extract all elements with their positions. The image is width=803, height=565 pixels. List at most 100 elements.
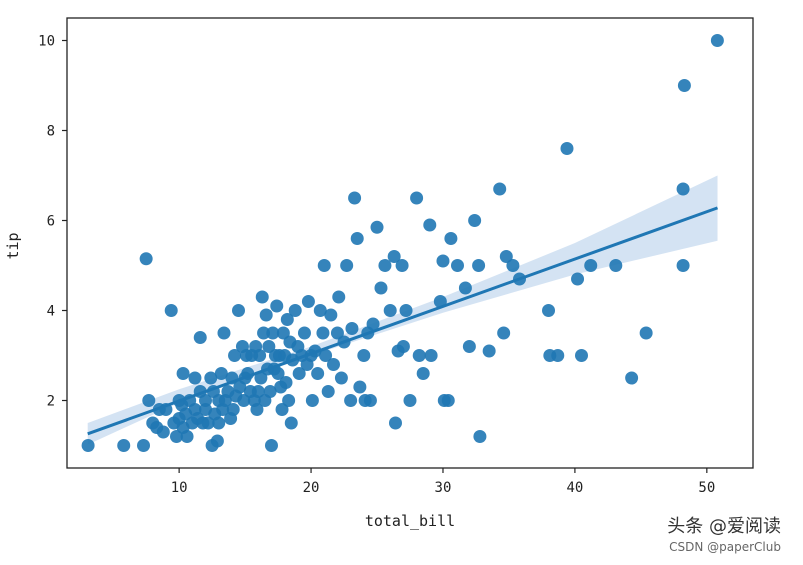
data-point — [639, 326, 653, 340]
data-point — [81, 439, 95, 452]
data-point — [264, 439, 278, 452]
data-point — [217, 326, 231, 340]
data-point — [226, 403, 240, 416]
plot-frame — [66, 17, 754, 469]
x-tick-label: 40 — [566, 480, 583, 496]
regression-line — [87, 206, 719, 436]
data-point — [275, 403, 289, 416]
data-point — [255, 290, 269, 304]
data-point — [317, 259, 331, 272]
y-axis-label: tip — [4, 232, 22, 259]
data-point — [212, 416, 226, 430]
data-point — [280, 313, 294, 326]
x-tick-label: 50 — [698, 480, 715, 496]
data-point — [263, 385, 277, 398]
data-point — [279, 376, 293, 389]
data-point — [388, 416, 402, 430]
data-point — [270, 299, 284, 313]
data-point — [676, 259, 690, 272]
data-point — [180, 430, 194, 443]
data-point — [423, 218, 437, 232]
data-point — [450, 259, 464, 272]
data-point — [458, 281, 472, 295]
data-point — [324, 308, 338, 322]
data-point — [305, 394, 319, 407]
y-tick-label: 2 — [47, 394, 55, 410]
data-point — [253, 349, 267, 362]
data-point — [344, 394, 358, 407]
x-axis-ticks: 10 20 30 40 50 — [171, 468, 715, 496]
data-point — [332, 290, 346, 304]
data-point — [262, 340, 276, 353]
data-point — [493, 182, 507, 196]
data-point — [676, 182, 690, 196]
data-point — [416, 367, 430, 380]
data-point — [506, 259, 520, 272]
data-point — [297, 326, 311, 340]
data-point — [584, 259, 598, 272]
data-point — [472, 259, 486, 272]
data-point — [237, 394, 251, 407]
data-point — [424, 349, 438, 362]
data-point — [164, 304, 178, 317]
y-tick-label: 8 — [47, 124, 55, 140]
data-point — [575, 349, 588, 362]
data-point — [257, 326, 271, 340]
data-point — [403, 394, 417, 407]
data-points-layer — [81, 34, 724, 452]
data-point — [625, 371, 639, 385]
data-point — [441, 394, 455, 407]
x-tick-label: 20 — [303, 480, 320, 496]
data-point — [387, 250, 401, 263]
data-point — [137, 439, 151, 452]
y-tick-label: 10 — [38, 34, 55, 50]
data-point — [378, 259, 392, 272]
y-axis-ticks: 2 4 6 8 10 — [38, 34, 67, 410]
data-point — [497, 326, 511, 340]
data-point — [199, 394, 213, 407]
data-point — [363, 394, 377, 407]
data-point — [251, 385, 265, 398]
x-tick-label: 30 — [435, 480, 452, 496]
watermark-secondary: CSDN @paperClub — [669, 540, 781, 554]
data-point — [282, 394, 296, 407]
data-point — [188, 371, 202, 385]
data-point — [330, 326, 344, 340]
data-point — [399, 304, 413, 317]
data-point — [383, 304, 397, 317]
data-point — [254, 371, 268, 385]
data-point — [395, 259, 409, 272]
data-point — [276, 326, 290, 340]
data-point — [271, 367, 285, 380]
data-point — [410, 191, 424, 205]
data-point — [345, 322, 359, 335]
data-point — [232, 304, 245, 317]
data-point — [357, 349, 371, 362]
data-point — [321, 385, 335, 398]
data-point — [551, 349, 565, 362]
data-point — [319, 349, 333, 362]
data-point — [412, 349, 426, 362]
data-point — [117, 439, 131, 452]
data-point — [313, 304, 327, 317]
data-point — [462, 340, 476, 353]
data-point — [436, 254, 450, 268]
data-point — [370, 220, 384, 234]
data-point — [340, 259, 354, 272]
y-tick-label: 6 — [47, 214, 55, 230]
data-point — [482, 344, 496, 358]
x-tick-label: 10 — [171, 480, 188, 496]
data-point — [499, 250, 513, 263]
data-point — [348, 191, 362, 205]
data-point — [288, 304, 302, 317]
data-point — [176, 367, 190, 380]
data-point — [571, 272, 585, 286]
data-point — [560, 142, 574, 155]
data-point — [250, 403, 264, 416]
data-point — [473, 430, 487, 443]
data-point — [193, 331, 207, 344]
data-point — [350, 232, 364, 245]
data-point — [156, 425, 170, 439]
data-point — [366, 317, 380, 331]
data-point — [284, 416, 298, 430]
